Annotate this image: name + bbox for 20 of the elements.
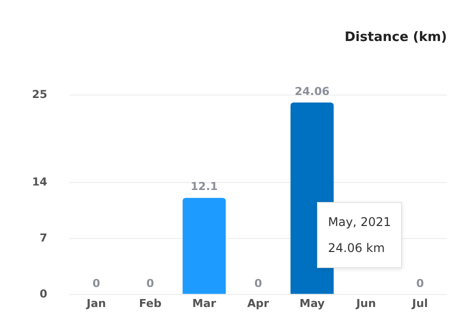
x-tick-label: Jan xyxy=(86,296,106,310)
x-tick-label: Mar xyxy=(192,296,217,310)
data-label: 24.06 xyxy=(294,84,330,98)
x-tick-label: Jul xyxy=(411,296,428,310)
data-label: 0 xyxy=(92,276,100,290)
annotation: May, 2021 xyxy=(328,214,391,232)
x-tick-label: Apr xyxy=(247,296,270,310)
y-tick-label: 7 xyxy=(40,231,48,244)
data-label: 0 xyxy=(254,276,262,290)
y-tick-label: 0 xyxy=(40,287,48,300)
x-tick-label: Jun xyxy=(355,296,376,310)
x-tick-label: May xyxy=(300,296,325,310)
annotation: 24.06 km xyxy=(328,240,386,258)
y-tick-label: 25 xyxy=(32,88,48,101)
x-tick-label: Feb xyxy=(139,296,162,310)
y-tick-label: 14 xyxy=(32,176,48,189)
data-label: 0 xyxy=(146,276,154,290)
data-label: 0 xyxy=(416,276,424,290)
chart-title: Distance (km) xyxy=(344,30,447,45)
data-label: 12.1 xyxy=(190,180,218,194)
